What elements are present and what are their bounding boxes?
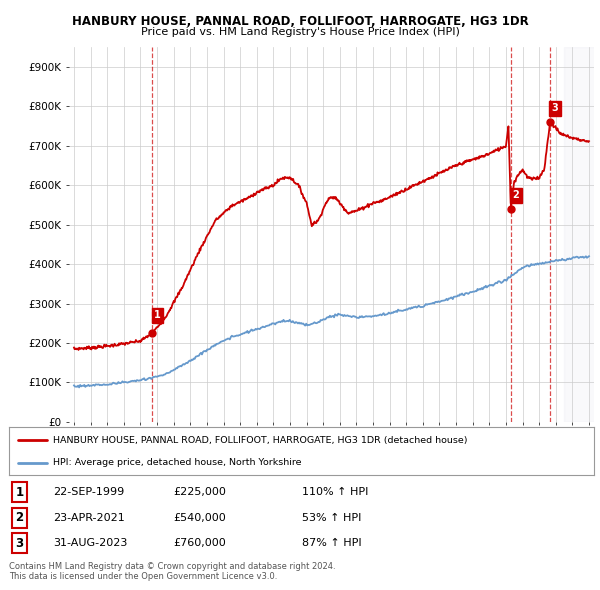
Text: 87% ↑ HPI: 87% ↑ HPI <box>302 538 361 548</box>
Text: 1: 1 <box>16 486 23 499</box>
Text: HANBURY HOUSE, PANNAL ROAD, FOLLIFOOT, HARROGATE, HG3 1DR (detached house): HANBURY HOUSE, PANNAL ROAD, FOLLIFOOT, H… <box>53 435 467 445</box>
Text: 1: 1 <box>154 310 161 320</box>
Text: 31-AUG-2023: 31-AUG-2023 <box>53 538 127 548</box>
Text: 3: 3 <box>16 537 23 550</box>
Text: 23-APR-2021: 23-APR-2021 <box>53 513 125 523</box>
Text: Price paid vs. HM Land Registry's House Price Index (HPI): Price paid vs. HM Land Registry's House … <box>140 27 460 37</box>
Text: £760,000: £760,000 <box>173 538 226 548</box>
Text: 2: 2 <box>16 511 23 525</box>
Text: 3: 3 <box>552 103 559 113</box>
Text: 22-SEP-1999: 22-SEP-1999 <box>53 487 124 497</box>
Text: 110% ↑ HPI: 110% ↑ HPI <box>302 487 368 497</box>
Bar <box>564 47 598 422</box>
Text: HPI: Average price, detached house, North Yorkshire: HPI: Average price, detached house, Nort… <box>53 458 301 467</box>
Text: £225,000: £225,000 <box>173 487 226 497</box>
Text: Contains HM Land Registry data © Crown copyright and database right 2024.
This d: Contains HM Land Registry data © Crown c… <box>9 562 335 581</box>
Text: 2: 2 <box>512 190 519 200</box>
Text: 53% ↑ HPI: 53% ↑ HPI <box>302 513 361 523</box>
Text: HANBURY HOUSE, PANNAL ROAD, FOLLIFOOT, HARROGATE, HG3 1DR: HANBURY HOUSE, PANNAL ROAD, FOLLIFOOT, H… <box>71 15 529 28</box>
Text: £540,000: £540,000 <box>173 513 226 523</box>
